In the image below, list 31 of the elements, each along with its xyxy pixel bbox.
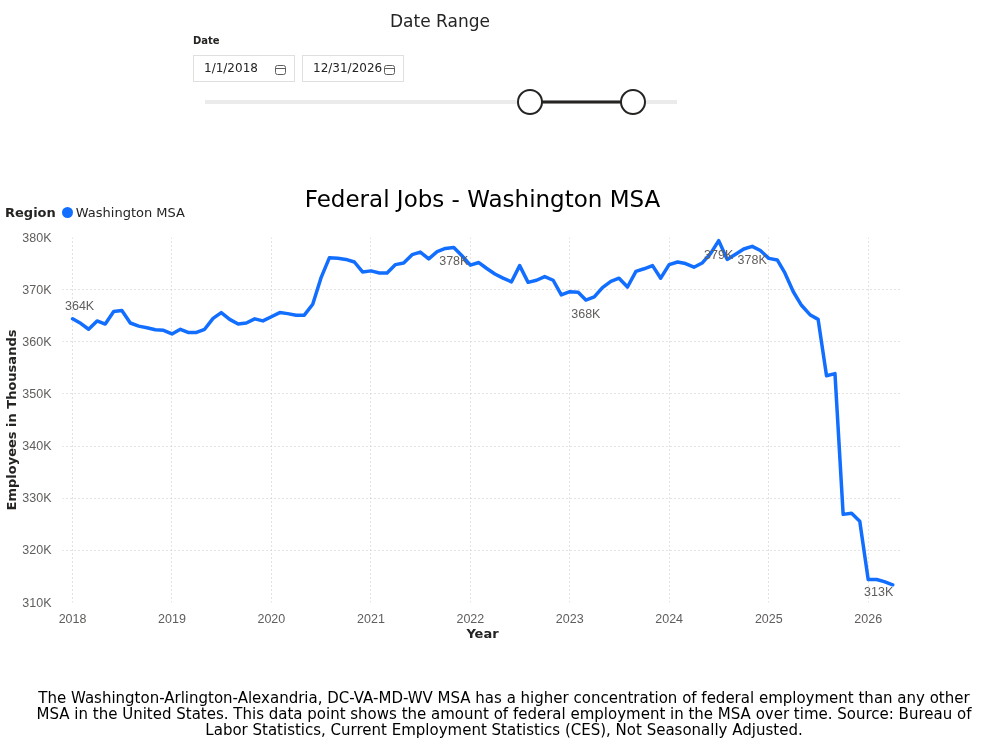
- legend-label: Washington MSA: [75, 205, 185, 220]
- x-tick-label: 2021: [357, 611, 385, 626]
- y-tick-label: 340K: [22, 439, 53, 454]
- x-tick-label: 2025: [754, 611, 783, 626]
- y-tick-label: 370K: [22, 282, 53, 297]
- text: 1/1/2018: [193, 55, 295, 82]
- y-tick-label: 380K: [22, 230, 53, 245]
- x-tick-label: 2023: [555, 611, 584, 626]
- x-tick-label: 2022: [456, 611, 485, 626]
- x-tick-label: 2020: [257, 611, 286, 626]
- x-tick-label: 2019: [158, 611, 186, 626]
- data-label: 364K: [64, 298, 95, 313]
- text: Date Range: [389, 10, 491, 32]
- x-axis-title: Year: [465, 625, 500, 641]
- data-label: 313K: [864, 584, 894, 599]
- y-tick-label: 310K: [22, 595, 53, 610]
- y-tick-label: 360K: [22, 334, 53, 349]
- legend-title: Region: [5, 205, 56, 220]
- text: Date: [193, 34, 220, 47]
- x-tick-label: 2024: [655, 611, 684, 626]
- x-tick-label: 2026: [854, 611, 883, 626]
- y-tick-label: 320K: [22, 543, 53, 558]
- data-label: 368K: [571, 307, 602, 322]
- x-tick-label: 2018: [58, 611, 87, 626]
- text: 12/31/2026: [302, 55, 404, 82]
- y-tick-label: 350K: [22, 386, 53, 401]
- data-label: 378K: [737, 253, 768, 268]
- y-axis-title: Employees in Thousands: [4, 329, 20, 511]
- chart-title: Federal Jobs - Washington MSA: [304, 185, 661, 212]
- y-tick-label: 330K: [22, 491, 53, 506]
- text: The Washington-Arlington-Alexandria, DC-VA-MD-WV MSA has a higher concentration of federal employment than any other MSA in the United States. This data point shows the amount of federal employment in the MSA over time. Source: Bureau of Labor Statistics, Current Employment Statistics (CES), Not Seasonally Adjusted.: [35, 688, 973, 739]
